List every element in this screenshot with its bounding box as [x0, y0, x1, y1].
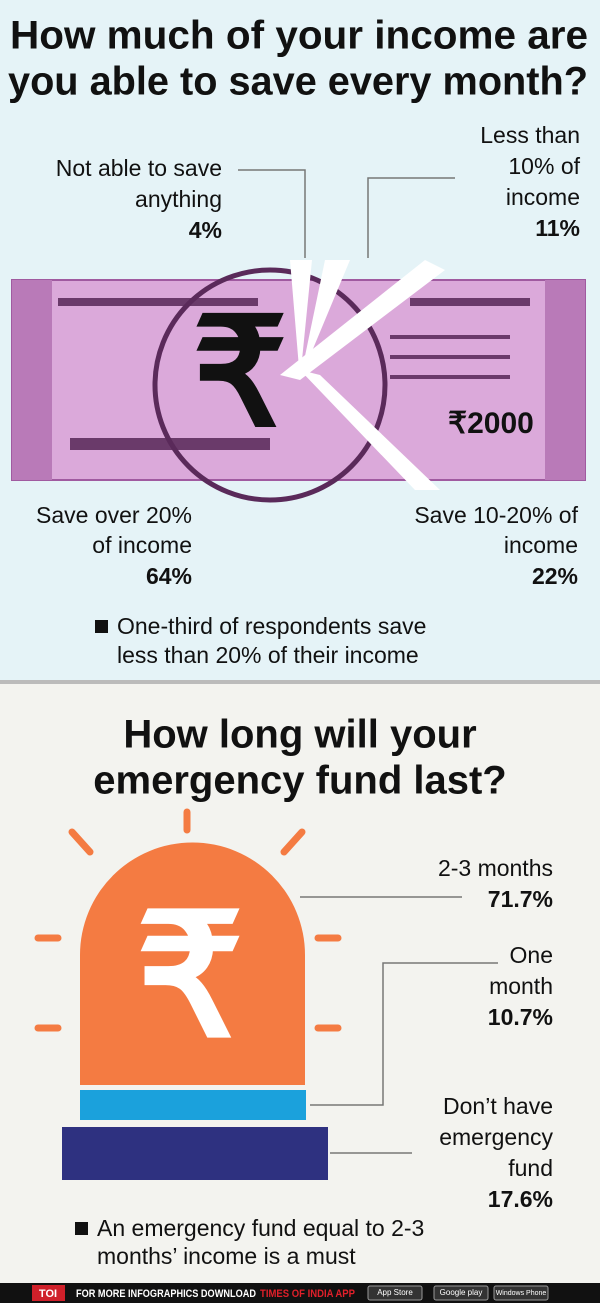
label: 2-3 months [438, 855, 553, 881]
value: 11% [535, 215, 580, 241]
ray [68, 828, 94, 856]
note-stripe [410, 298, 530, 306]
badge[interactable] [367, 1285, 423, 1301]
siren-base [62, 1127, 328, 1180]
value: 10.7% [488, 1004, 553, 1030]
title: you able to save every month? [8, 60, 588, 104]
label: emergency [439, 1124, 553, 1150]
label: income [506, 184, 580, 210]
title: How long will your [123, 713, 476, 757]
siren-dome [80, 842, 305, 1085]
ray [280, 828, 306, 856]
siren-rupee: ₹ [136, 882, 244, 1072]
label: Save 10-20% of [414, 502, 578, 528]
badge[interactable] [433, 1285, 489, 1301]
note: An emergency fund equal to 2-3 [97, 1215, 424, 1241]
slice-gap [290, 260, 312, 380]
brand: TOI [39, 1288, 57, 1300]
value: 17.6% [488, 1186, 553, 1212]
label: One [510, 942, 553, 968]
note-stripe [58, 298, 258, 306]
label: income [504, 532, 578, 558]
banknote: ₹2000 ₹ [11, 260, 586, 503]
note-edge [12, 280, 52, 480]
badge-text[interactable]: Google play [440, 1288, 483, 1297]
value: 4% [189, 217, 222, 243]
label: Save over 20% [36, 502, 192, 528]
bullet [75, 1222, 88, 1235]
label: Not able to save [56, 155, 222, 181]
badge-text[interactable]: App Store [377, 1288, 413, 1297]
label: anything [135, 186, 222, 212]
leader-line [310, 962, 498, 1106]
footer-app: TIMES OF INDIA APP [260, 1288, 355, 1300]
note-circle [152, 267, 388, 503]
label: of income [92, 532, 192, 558]
label: Less than [480, 122, 580, 148]
label: month [489, 973, 553, 999]
note: One-third of respondents save [117, 613, 426, 639]
note-rupee: ₹ [192, 289, 287, 457]
note-stripe [390, 375, 510, 379]
badge[interactable] [493, 1285, 549, 1301]
note-stripe [390, 355, 510, 359]
leader-line [367, 177, 455, 258]
note-edge [545, 280, 585, 480]
bullet [95, 620, 108, 633]
note-denomination: ₹2000 [448, 407, 534, 440]
slice-gap [300, 370, 440, 490]
siren [34, 808, 342, 1032]
brand-box [32, 1285, 65, 1301]
leader-line [238, 169, 306, 258]
note: months’ income is a must [97, 1243, 356, 1269]
label: fund [508, 1155, 553, 1181]
label: Don’t have [443, 1093, 553, 1119]
note-stripe [390, 335, 510, 339]
slice-gap [280, 260, 445, 380]
title: How much of your income are [10, 14, 588, 58]
label: 10% of [508, 153, 580, 179]
siren-band [80, 1090, 306, 1120]
title: emergency fund last? [93, 759, 506, 803]
value: 22% [532, 563, 578, 589]
note: less than 20% of their income [117, 642, 419, 668]
badge-text[interactable]: Windows Phone [496, 1290, 547, 1297]
footer-text: FOR MORE INFOGRAPHICS DOWNLOAD [76, 1288, 256, 1300]
divider [0, 680, 600, 684]
value: 71.7% [488, 886, 553, 912]
value: 64% [146, 563, 192, 589]
